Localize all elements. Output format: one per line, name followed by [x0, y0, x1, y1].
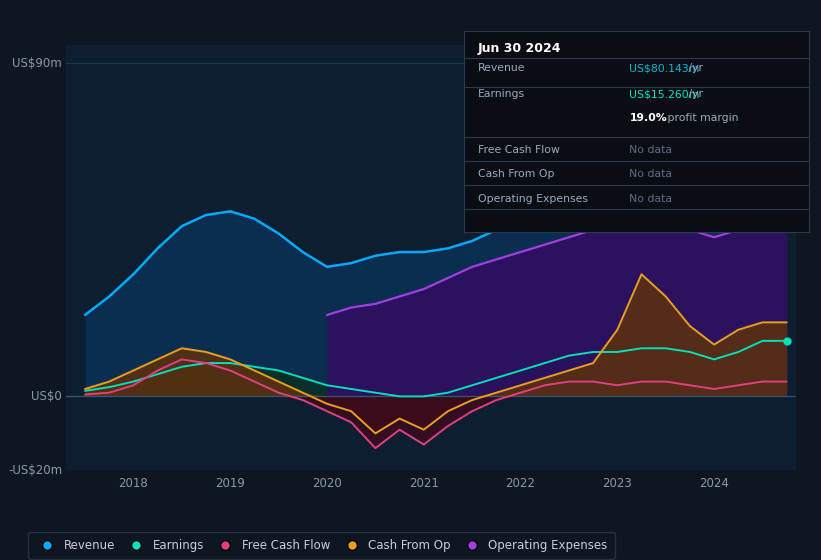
Text: Earnings: Earnings [478, 89, 525, 99]
Text: US$80.143m: US$80.143m [630, 63, 699, 73]
Legend: Revenue, Earnings, Free Cash Flow, Cash From Op, Operating Expenses: Revenue, Earnings, Free Cash Flow, Cash … [28, 531, 615, 559]
Text: US$0: US$0 [31, 390, 62, 403]
Text: 19.0%: 19.0% [630, 114, 667, 124]
Text: Free Cash Flow: Free Cash Flow [478, 144, 560, 155]
Text: Operating Expenses: Operating Expenses [478, 194, 588, 204]
Text: Revenue: Revenue [478, 63, 525, 73]
Text: Cash From Op: Cash From Op [478, 169, 554, 179]
Text: profit margin: profit margin [664, 114, 738, 124]
Text: US$90m: US$90m [12, 57, 62, 70]
Text: /yr: /yr [685, 63, 703, 73]
Text: No data: No data [630, 169, 672, 179]
Text: US$15.260m: US$15.260m [630, 89, 699, 99]
Text: -US$20m: -US$20m [8, 464, 62, 477]
Text: Jun 30 2024: Jun 30 2024 [478, 42, 562, 55]
Text: /yr: /yr [685, 89, 703, 99]
Text: No data: No data [630, 194, 672, 204]
Text: No data: No data [630, 144, 672, 155]
